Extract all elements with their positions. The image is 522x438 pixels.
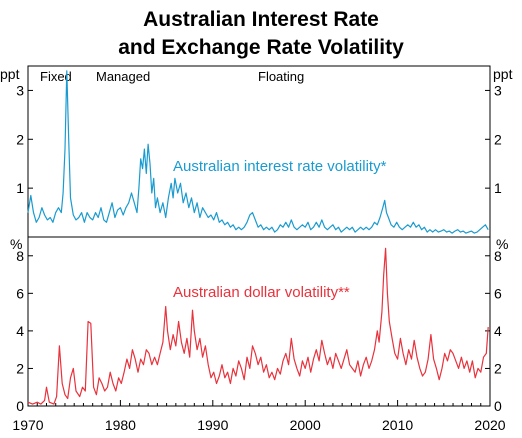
- plot-frame: [27, 65, 491, 407]
- top-unit-left: ppt: [0, 66, 20, 82]
- top-y-tick-label-left-1: 1: [16, 180, 24, 196]
- top-y-tick-label-left-3: 3: [16, 82, 24, 98]
- x-tick-label-1970: 1970: [12, 417, 43, 433]
- bottom-y-tick-label-left-4: 4: [16, 323, 24, 339]
- bottom-y-tick-label-left-6: 6: [16, 285, 24, 301]
- bottom-y-tick-label-right-8: 8: [494, 248, 502, 264]
- x-tick-label-2010: 2010: [382, 417, 413, 433]
- panel-frames: [27, 65, 491, 407]
- bottom-y-tick-label-right-4: 4: [494, 323, 502, 339]
- regime-label-managed: Managed: [96, 69, 150, 84]
- bottom-y-tick-label-left-2: 2: [16, 360, 24, 376]
- bottom-y-tick-label-right-0: 0: [494, 398, 502, 414]
- top-y-ticks: 1 1 2 2 3 3: [16, 82, 502, 196]
- top-y-tick-label-right-2: 2: [494, 131, 502, 147]
- bottom-y-tick-label-left-8: 8: [16, 248, 24, 264]
- top-y-tick-label-right-3: 3: [494, 82, 502, 98]
- x-tick-label-1990: 1990: [197, 417, 228, 433]
- dollar-series-label: Australian dollar volatility**: [173, 284, 350, 301]
- top-unit-right: ppt: [493, 66, 513, 82]
- bottom-unit-left: %: [10, 236, 22, 252]
- x-axis-ticks: 1970 1980 1990 2000 2010 2020: [12, 400, 506, 433]
- chart-title-line-2: and Exchange Rate Volatility: [118, 36, 404, 59]
- top-y-tick-label-left-2: 2: [16, 131, 24, 147]
- chart-title-line-1: Australian Interest Rate: [143, 8, 379, 31]
- x-tick-label-1980: 1980: [105, 417, 136, 433]
- top-y-tick-label-right-1: 1: [494, 180, 502, 196]
- interest-rate-volatility-line: [27, 70, 489, 234]
- bottom-y-ticks: 0 0 2 2 4 4 6 6 8 8: [16, 248, 502, 414]
- dollar-volatility-line: [27, 247, 489, 405]
- x-tick-label-2020: 2020: [474, 417, 505, 433]
- bottom-y-tick-label-right-6: 6: [494, 285, 502, 301]
- bottom-y-tick-label-left-0: 0: [16, 398, 24, 414]
- interest-rate-series-label: Australian interest rate volatility*: [173, 158, 387, 175]
- x-tick-label-2000: 2000: [290, 417, 321, 433]
- regime-label-fixed: Fixed: [40, 69, 72, 84]
- bottom-unit-right: %: [496, 236, 508, 252]
- bottom-y-tick-label-right-2: 2: [494, 360, 502, 376]
- regime-label-floating: Floating: [258, 69, 304, 84]
